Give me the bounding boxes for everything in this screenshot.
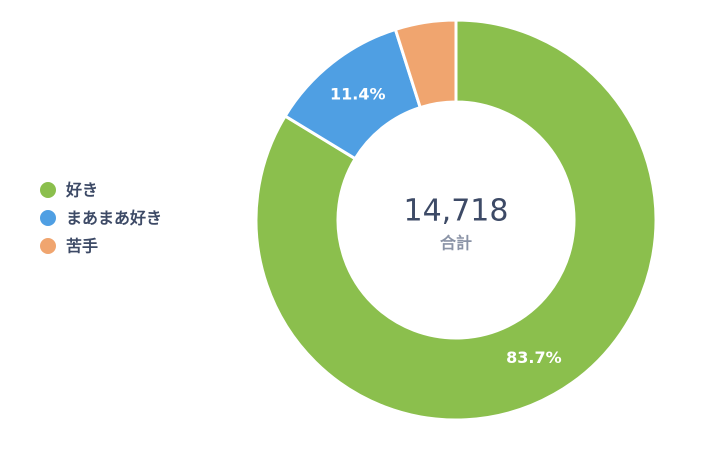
slice-label: 11.4%: [330, 84, 386, 103]
legend-marker: [40, 238, 56, 254]
donut: [254, 18, 658, 422]
donut-slice: [393, 18, 458, 110]
center-total: 14,718: [404, 194, 509, 229]
legend-label: まあまあ好き: [66, 209, 162, 228]
legend-label: 好き: [65, 181, 98, 200]
legend-label: 苦手: [66, 237, 98, 256]
legend-marker: [40, 182, 56, 198]
slice-label: 83.7%: [506, 348, 562, 367]
donut-slice: [254, 18, 658, 422]
center-label: 合計: [440, 234, 472, 253]
legend-marker: [40, 210, 56, 226]
